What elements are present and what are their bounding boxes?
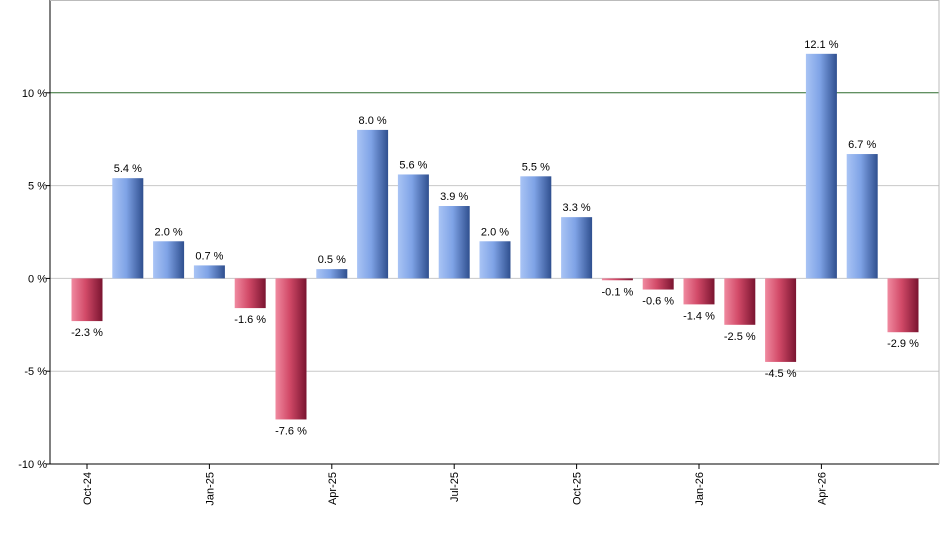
bar [805,53,837,279]
data-label: 5.4 % [114,163,142,175]
data-label: 8.0 % [359,115,387,127]
bar [357,129,389,279]
x-tick-label: Jan-26 [694,472,706,506]
bar [765,278,797,362]
data-label: 5.5 % [522,161,550,173]
data-label: -1.4 % [683,310,715,322]
bar [601,278,633,281]
y-tick-label: 5 % [28,181,47,193]
data-label: 0.5 % [318,254,346,266]
data-label: -4.5 % [765,368,797,380]
bar [438,206,470,279]
bar [520,176,552,279]
x-tick-label: Jan-25 [204,472,216,506]
data-label: 12.1 % [804,39,838,51]
bar [887,278,919,333]
bar [479,241,511,279]
data-label: 2.0 % [481,226,509,238]
x-tick-label: Apr-25 [327,472,339,505]
data-label: -1.6 % [234,314,266,326]
data-label: 5.6 % [399,159,427,171]
bar [642,278,674,290]
x-tick-label: Oct-24 [82,472,94,505]
bar [561,217,593,279]
bar [316,269,348,279]
bar [683,278,715,305]
x-tick-label: Jul-25 [449,472,461,502]
data-label: 6.7 % [848,139,876,151]
data-label: -2.5 % [724,331,756,343]
data-label: 2.0 % [155,226,183,238]
data-labels: -2.3 % 5.4 % 2.0 % 0.7 % -1.6 % -7.6 % 0.5 % 8.… [71,39,919,438]
y-tick-label: 0 % [28,273,47,285]
bar [193,265,225,279]
y-tick-label: -10 % [18,459,47,471]
bars [71,53,919,420]
bar [153,241,185,279]
bar [234,278,266,309]
x-tick-label: Apr-26 [816,472,828,505]
bar [724,278,756,325]
data-label: -2.9 % [887,338,919,350]
axes: -10 % -5 % 0 % 5 % 10 % Oct-24 Jan-25 Apr-25 Jul… [18,0,940,506]
data-label: 0.7 % [195,250,223,262]
y-tick-label: -5 % [24,366,47,378]
data-label: -7.6 % [275,425,307,437]
data-label: 3.9 % [440,191,468,203]
bar [71,278,103,322]
data-label: -2.3 % [71,327,103,339]
y-tick-label: 10 % [22,88,47,100]
bar [846,154,878,279]
bar [275,278,307,420]
data-label: -0.1 % [602,286,634,298]
data-label: -0.6 % [642,296,674,308]
bar [112,178,144,279]
x-tick-label: Oct-25 [572,472,584,505]
data-label: 3.3 % [563,202,591,214]
bar [397,174,429,279]
gridlines [50,92,939,465]
